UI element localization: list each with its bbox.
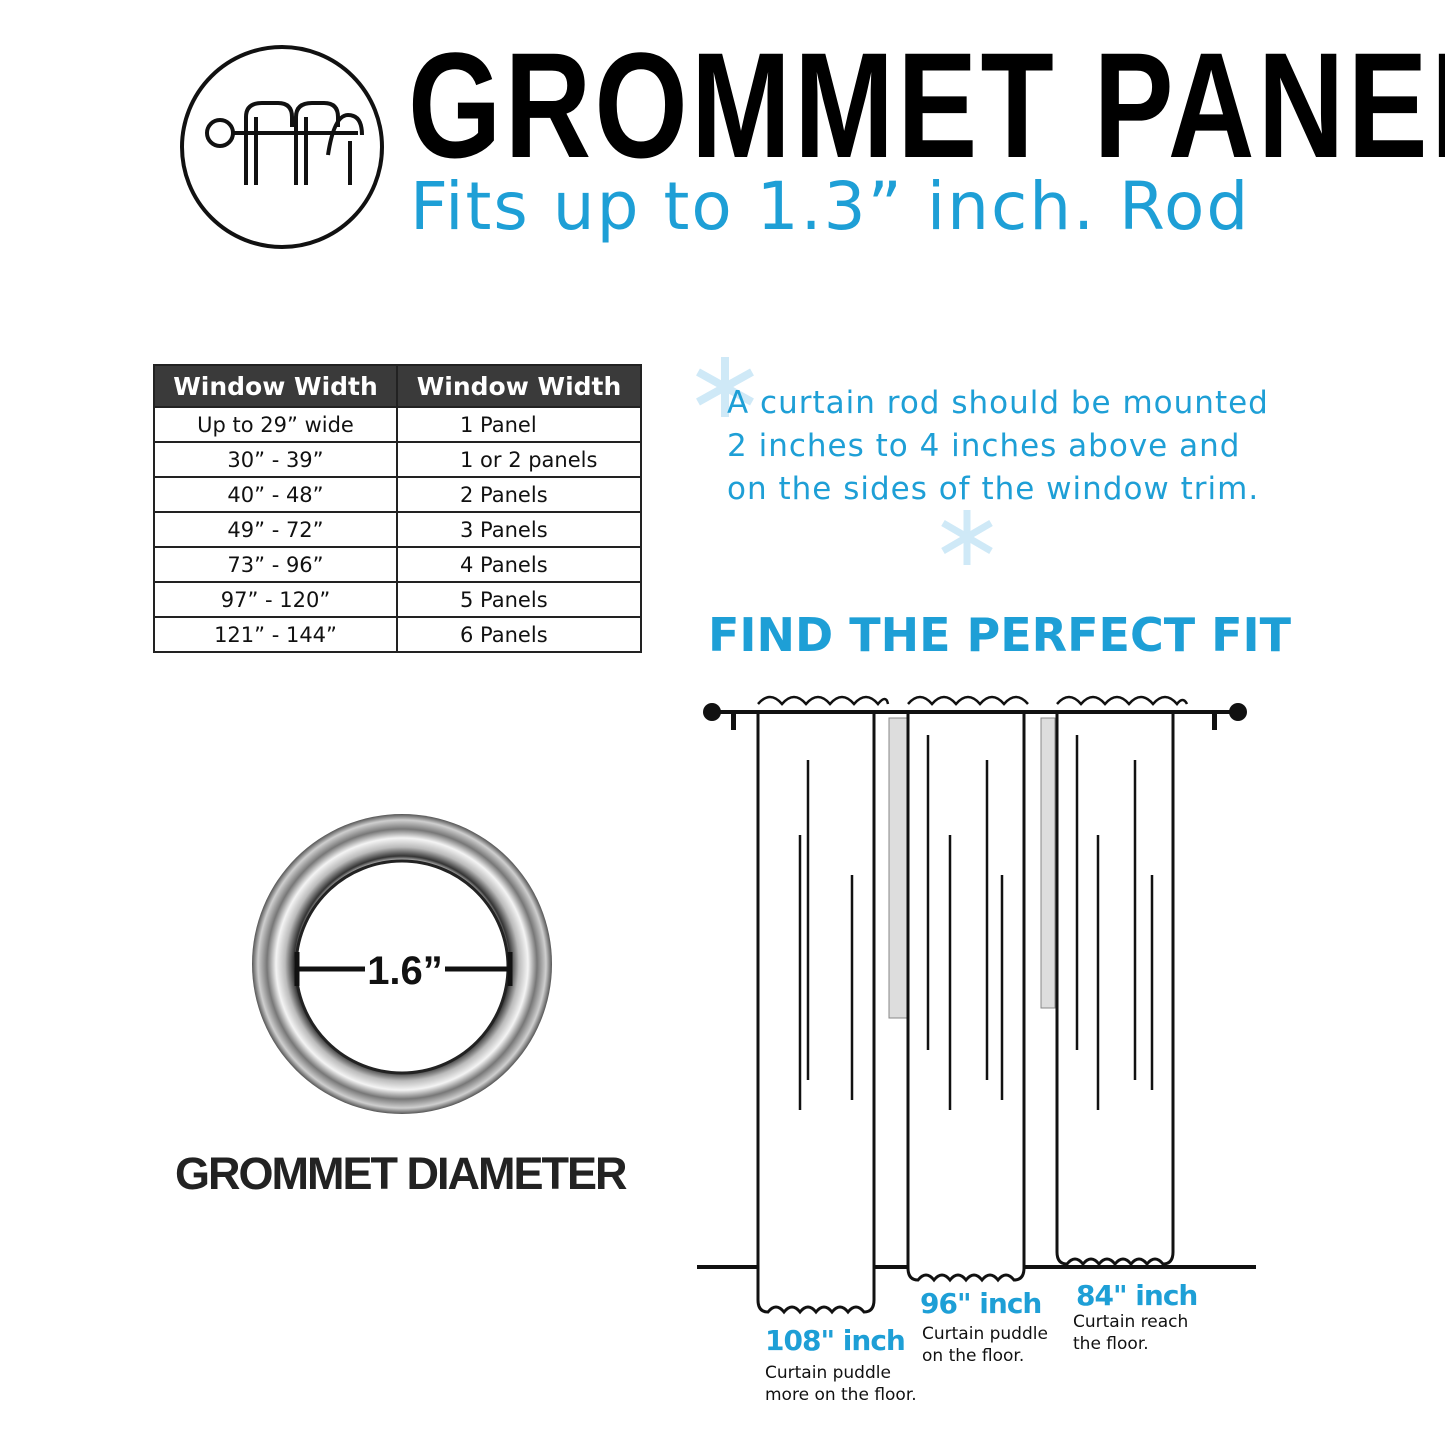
- length-label-108: 108" inch: [765, 1324, 906, 1357]
- panels-cell: 1 Panel: [396, 406, 642, 443]
- width-cell: 97” - 120”: [153, 581, 398, 618]
- width-cell: 30” - 39”: [153, 441, 398, 478]
- panels-cell: 5 Panels: [396, 581, 642, 618]
- table-row: 30” - 39” 1 or 2 panels: [153, 441, 642, 478]
- curtain-rod: [703, 703, 1247, 730]
- curtain-panel-84: [1055, 712, 1175, 1267]
- snowflake-icon: [941, 510, 993, 565]
- width-cell: 49” - 72”: [153, 511, 398, 548]
- column-header: Window Width: [153, 364, 398, 408]
- curtain-panel-108: [756, 712, 876, 1315]
- caption-line: Curtain reach: [1073, 1312, 1189, 1332]
- width-cell: 121” - 144”: [153, 616, 398, 653]
- caption-line: more on the floor.: [765, 1385, 917, 1405]
- snowflake-icon: [696, 357, 754, 417]
- width-cell: Up to 29” wide: [153, 406, 398, 443]
- caption-96: Curtain puddle on the floor.: [922, 1323, 1048, 1367]
- page-title: GROMMET PANEL: [408, 21, 1445, 189]
- width-cell: 40” - 48”: [153, 476, 398, 513]
- page-subtitle: Fits up to 1.3” inch. Rod: [410, 168, 1251, 245]
- fit-heading: FIND THE PERFECT FIT: [708, 608, 1292, 662]
- table-header-row: Window Width Window Width: [153, 364, 642, 408]
- table-row: 73” - 96” 4 Panels: [153, 546, 642, 583]
- panels-cell: 6 Panels: [396, 616, 642, 653]
- caption-line: Curtain puddle: [922, 1324, 1048, 1344]
- width-cell: 73” - 96”: [153, 546, 398, 583]
- curtain-panel-96: [906, 712, 1026, 1283]
- panels-cell: 1 or 2 panels: [396, 441, 642, 478]
- size-table: Window Width Window Width Up to 29” wide…: [153, 364, 642, 653]
- mounting-note: A curtain rod should be mounted 2 inches…: [727, 385, 1269, 507]
- length-label-84: 84" inch: [1076, 1279, 1198, 1312]
- panels-cell: 2 Panels: [396, 476, 642, 513]
- grommet-ring-image: 1.6”: [252, 814, 552, 1114]
- caption-84: Curtain reach the floor.: [1073, 1311, 1188, 1355]
- curtain-rod-rings-icon: [180, 45, 384, 249]
- caption-line: the floor.: [1073, 1334, 1149, 1354]
- caption-line: Curtain puddle: [765, 1363, 891, 1383]
- curtain-length-diagram: [697, 695, 1256, 1315]
- length-label-96: 96" inch: [920, 1287, 1042, 1320]
- table-row: 40” - 48” 2 Panels: [153, 476, 642, 513]
- grommet-diameter-caption: GROMMET DIAMETER: [175, 1148, 627, 1199]
- caption-line: on the floor.: [922, 1346, 1025, 1366]
- table-row: 97” - 120” 5 Panels: [153, 581, 642, 618]
- column-header: Window Width: [396, 364, 642, 408]
- panels-cell: 3 Panels: [396, 511, 642, 548]
- table-row: Up to 29” wide 1 Panel: [153, 406, 642, 443]
- table-row: 121” - 144” 6 Panels: [153, 616, 642, 653]
- diameter-value: 1.6”: [367, 949, 443, 993]
- caption-108: Curtain puddle more on the floor.: [765, 1362, 917, 1406]
- panels-cell: 4 Panels: [396, 546, 642, 583]
- table-row: 49” - 72” 3 Panels: [153, 511, 642, 548]
